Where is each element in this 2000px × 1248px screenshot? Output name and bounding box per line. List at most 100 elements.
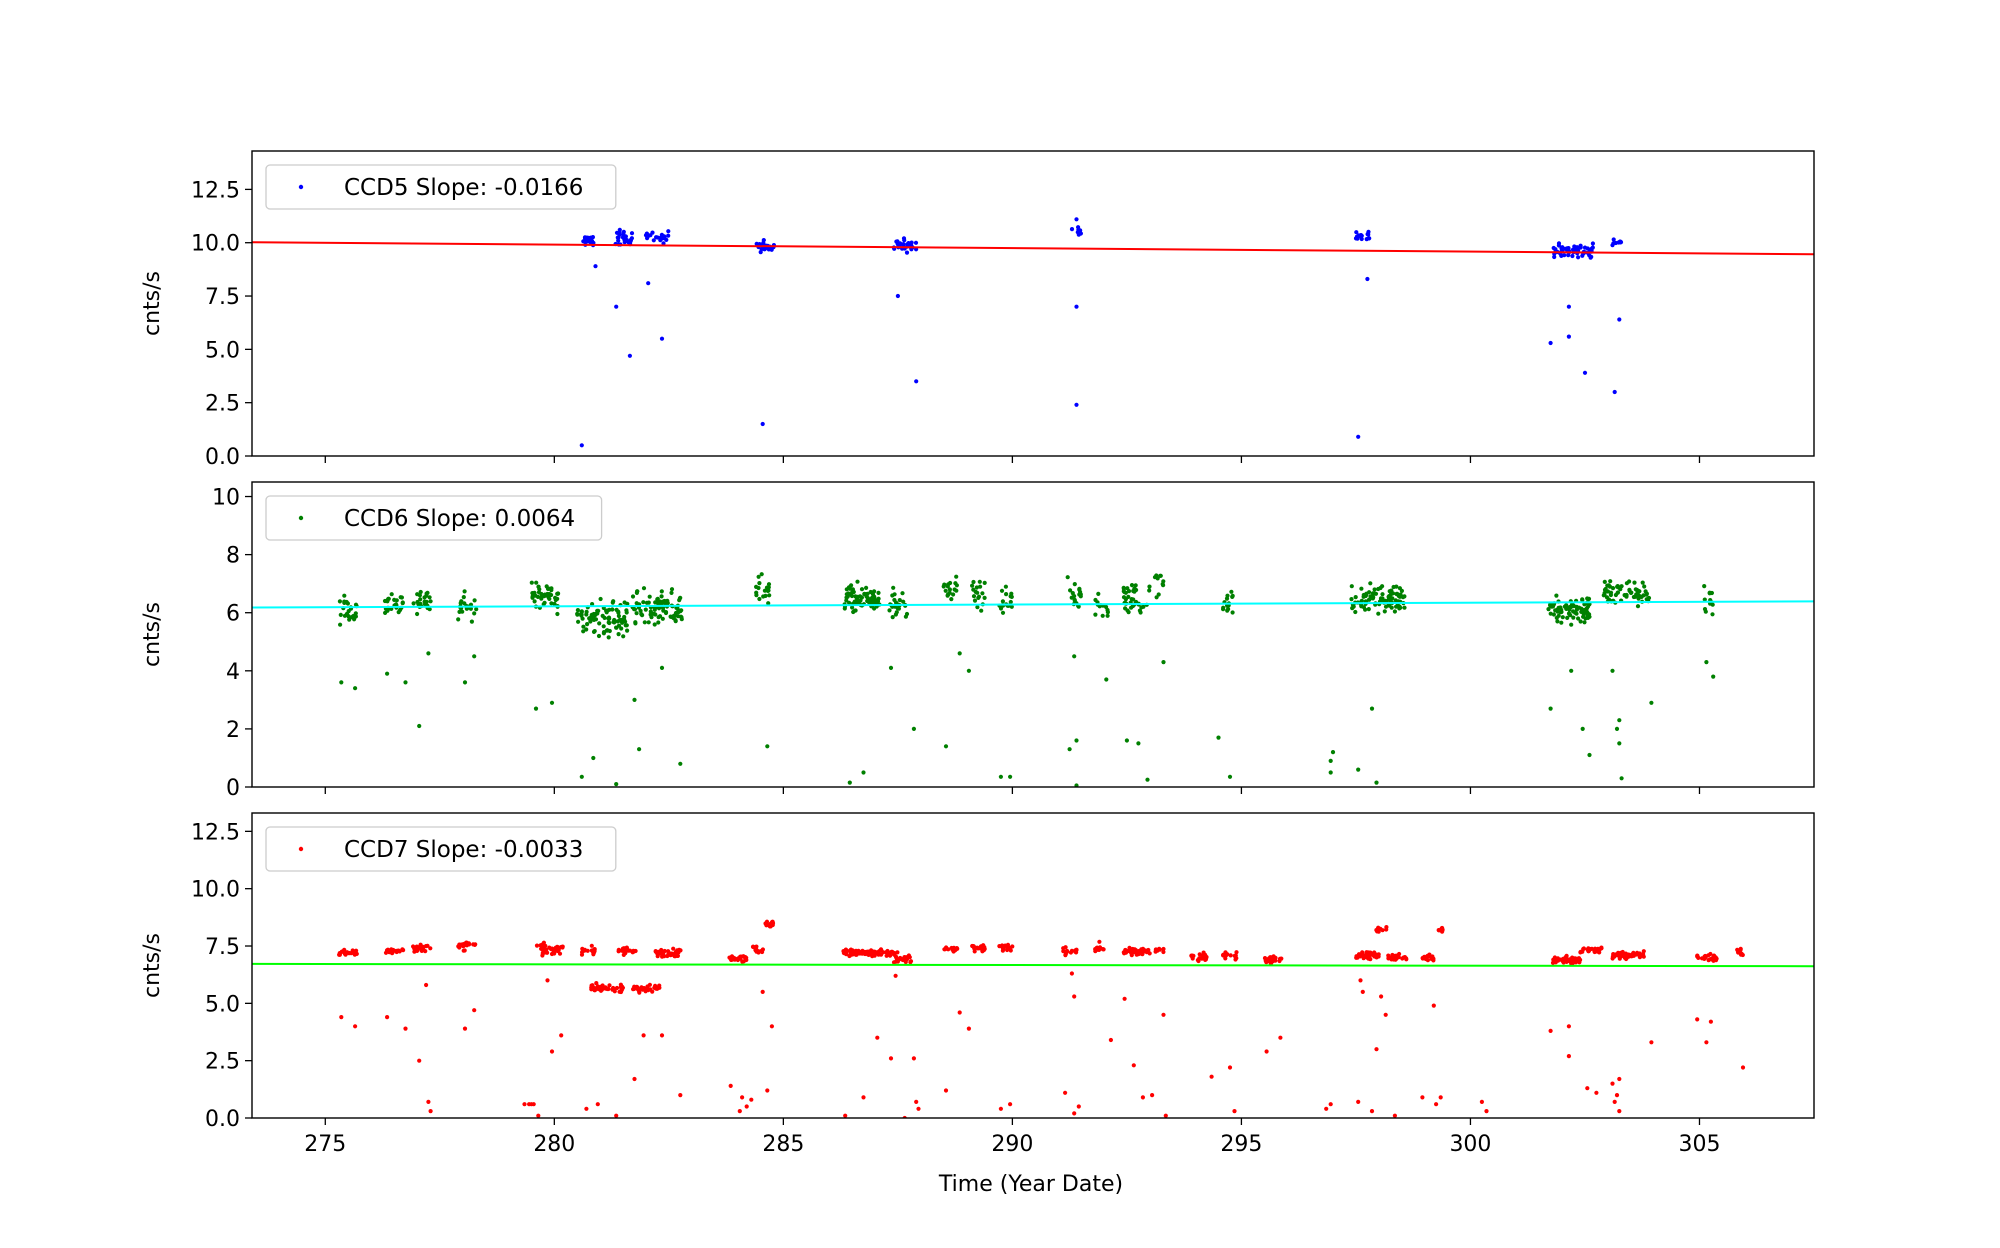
data-point bbox=[456, 617, 461, 622]
data-point bbox=[908, 960, 913, 965]
data-point bbox=[1324, 1106, 1329, 1111]
data-point bbox=[1072, 994, 1077, 999]
data-point bbox=[580, 950, 585, 955]
data-point bbox=[893, 973, 898, 978]
data-point bbox=[1366, 607, 1371, 612]
data-point bbox=[547, 945, 552, 950]
data-point bbox=[657, 614, 663, 619]
data-point bbox=[1548, 603, 1553, 608]
data-point bbox=[754, 584, 759, 590]
data-point bbox=[535, 594, 541, 600]
legend-box bbox=[265, 164, 617, 210]
data-point bbox=[1069, 971, 1074, 976]
data-point bbox=[1221, 605, 1226, 610]
data-point bbox=[575, 612, 580, 617]
data-point bbox=[740, 1095, 745, 1100]
data-point bbox=[1074, 783, 1079, 787]
data-point bbox=[914, 379, 919, 384]
data-point bbox=[1100, 613, 1105, 618]
data-point bbox=[633, 620, 638, 625]
data-point bbox=[1369, 706, 1375, 711]
data-point bbox=[635, 589, 640, 594]
data-point bbox=[1641, 593, 1646, 598]
data-point bbox=[1228, 953, 1233, 958]
data-point bbox=[1150, 1093, 1155, 1098]
data-point bbox=[1423, 956, 1428, 962]
data-point bbox=[765, 588, 771, 594]
data-point bbox=[472, 654, 477, 659]
data-point bbox=[1643, 589, 1648, 594]
data-point bbox=[1397, 586, 1402, 591]
data-point bbox=[1264, 1049, 1269, 1054]
data-point bbox=[337, 951, 342, 956]
data-point bbox=[1642, 584, 1647, 589]
legend: CCD5 Slope: -0.0166 bbox=[265, 164, 617, 210]
data-point bbox=[1617, 1109, 1622, 1114]
data-point bbox=[655, 597, 660, 602]
data-point bbox=[766, 601, 771, 606]
data-point bbox=[1556, 243, 1561, 248]
data-point bbox=[1161, 1012, 1166, 1017]
data-point bbox=[396, 948, 401, 953]
ytick-label: 7.5 bbox=[205, 285, 240, 310]
legend-text: CCD5 Slope: -0.0166 bbox=[344, 175, 583, 201]
data-point bbox=[1378, 585, 1383, 591]
data-point bbox=[1124, 738, 1129, 743]
data-point bbox=[868, 589, 873, 595]
data-point bbox=[607, 616, 612, 621]
data-point bbox=[954, 583, 960, 588]
data-point bbox=[1189, 953, 1194, 959]
data-point bbox=[1354, 230, 1359, 235]
data-point bbox=[1594, 1090, 1599, 1095]
data-point bbox=[622, 237, 627, 242]
data-point bbox=[1631, 594, 1636, 600]
data-point bbox=[669, 951, 675, 956]
data-point bbox=[339, 1015, 344, 1020]
data-point bbox=[1740, 1065, 1746, 1070]
data-point bbox=[944, 945, 949, 950]
data-point bbox=[1622, 955, 1627, 960]
data-point bbox=[1125, 586, 1130, 591]
data-point bbox=[1369, 1109, 1375, 1114]
data-point bbox=[857, 598, 863, 603]
data-point bbox=[1234, 950, 1239, 955]
data-point bbox=[353, 686, 358, 691]
data-point bbox=[589, 948, 594, 953]
data-point bbox=[411, 601, 416, 606]
data-point bbox=[972, 598, 978, 603]
data-point bbox=[1136, 741, 1141, 746]
data-point bbox=[655, 951, 660, 956]
data-point bbox=[957, 1010, 962, 1015]
data-point bbox=[417, 1058, 422, 1063]
data-point bbox=[646, 281, 651, 286]
data-point bbox=[1370, 594, 1375, 599]
data-point bbox=[534, 580, 539, 585]
data-point bbox=[1611, 237, 1616, 242]
data-point bbox=[474, 607, 479, 612]
data-point bbox=[1556, 605, 1561, 610]
data-point bbox=[749, 1097, 754, 1102]
data-point bbox=[1224, 596, 1230, 601]
data-point bbox=[1372, 587, 1377, 592]
data-point bbox=[971, 587, 976, 592]
data-point bbox=[767, 593, 772, 598]
data-point bbox=[947, 587, 953, 592]
data-point bbox=[648, 233, 653, 238]
data-point bbox=[342, 613, 347, 618]
xtick-label: 290 bbox=[991, 1132, 1033, 1157]
data-point bbox=[620, 620, 625, 625]
data-point bbox=[1140, 950, 1145, 955]
data-point bbox=[1197, 952, 1202, 957]
data-point bbox=[1602, 587, 1608, 593]
data-point bbox=[1566, 1054, 1571, 1059]
ytick-label: 12.5 bbox=[191, 178, 240, 203]
xtick-label: 285 bbox=[762, 1132, 804, 1157]
data-point bbox=[648, 612, 653, 617]
data-point bbox=[1550, 960, 1556, 966]
data-point bbox=[913, 240, 919, 245]
data-point bbox=[1599, 945, 1604, 950]
data-point bbox=[740, 959, 745, 964]
data-point bbox=[632, 1076, 637, 1082]
data-point bbox=[1328, 1102, 1333, 1107]
data-point bbox=[1367, 597, 1372, 602]
